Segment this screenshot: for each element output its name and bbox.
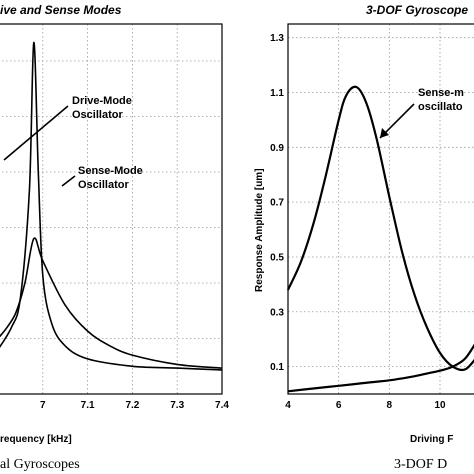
left-x-tick-label: 7.4: [215, 400, 229, 411]
right-y-tick-label: 0.1: [270, 362, 284, 373]
left-x-tick-label: 7.1: [81, 400, 95, 411]
right-tick-labels: 4 6 8 10 0.1 0.3 0.5 0.7 0.9 1.1 1.3: [270, 33, 446, 411]
right-curves: [286, 85, 474, 393]
right-panel: 3-DOF Gyroscope 4 6 8 10 0.1 0.3 0.5 0.7 0.9 1.1 1…: [254, 3, 474, 472]
right-y-tick-label: 1.3: [270, 33, 284, 44]
left-annotation-drive-2: Oscillator: [72, 109, 123, 121]
left-annotation-arrow: [3, 105, 69, 161]
right-x-tick-label: 8: [387, 400, 393, 411]
right-chart-title: 3-DOF Gyroscope: [366, 3, 468, 17]
right-x-tick-label: 10: [434, 400, 446, 411]
right-y-tick-label: 0.3: [270, 307, 284, 318]
left-chart-title: ive and Sense Modes: [0, 3, 122, 17]
right-plot-frame: [287, 23, 474, 395]
right-caption: 3-DOF D: [394, 457, 447, 472]
right-y-tick-label: 0.7: [270, 198, 284, 209]
left-annotation-sense-2: Oscillator: [78, 179, 129, 191]
sense-mode-curve: [0, 237, 223, 369]
right-annotation-2: oscillato: [418, 101, 463, 113]
right-x-tick-label: 6: [336, 400, 342, 411]
right-y-tick-label: 1.1: [270, 88, 284, 99]
left-tick-labels: 7 7.1 7.2 7.3 7.4: [40, 400, 229, 411]
left-annotation-drive-1: Drive-Mode: [72, 95, 132, 107]
left-panel: ive and Sense Modes 7 7.1 7.2 7.3 7.4 Drive-…: [0, 3, 229, 472]
right-x-tick-label: 4: [285, 400, 291, 411]
drive-mode-curve: [0, 41, 223, 371]
left-x-tick-label: 7.2: [125, 400, 139, 411]
right-gridlines: [287, 24, 474, 394]
right-arrowhead: [380, 128, 389, 138]
right-y-axis-label: Response Amplitude [um]: [254, 168, 265, 292]
left-x-tick-label: 7.3: [170, 400, 184, 411]
right-annotation-1: Sense-m: [418, 87, 464, 99]
left-x-axis-label: requency [kHz]: [0, 434, 72, 445]
sense-mode-response-curve: [286, 85, 474, 372]
left-gridlines: [0, 24, 223, 394]
drive-mode-response-curve: [287, 343, 474, 393]
left-annotation-arrow-2: [61, 175, 76, 187]
left-caption: al Gyroscopes: [0, 457, 80, 472]
left-x-tick-label: 7: [40, 400, 46, 411]
left-annotation-sense-1: Sense-Mode: [78, 165, 143, 177]
right-y-tick-label: 0.9: [270, 143, 284, 154]
right-x-axis-label: Driving F: [410, 434, 453, 445]
left-curves: [0, 41, 223, 371]
right-y-tick-label: 0.5: [270, 252, 284, 263]
left-plot-frame: [0, 23, 223, 395]
